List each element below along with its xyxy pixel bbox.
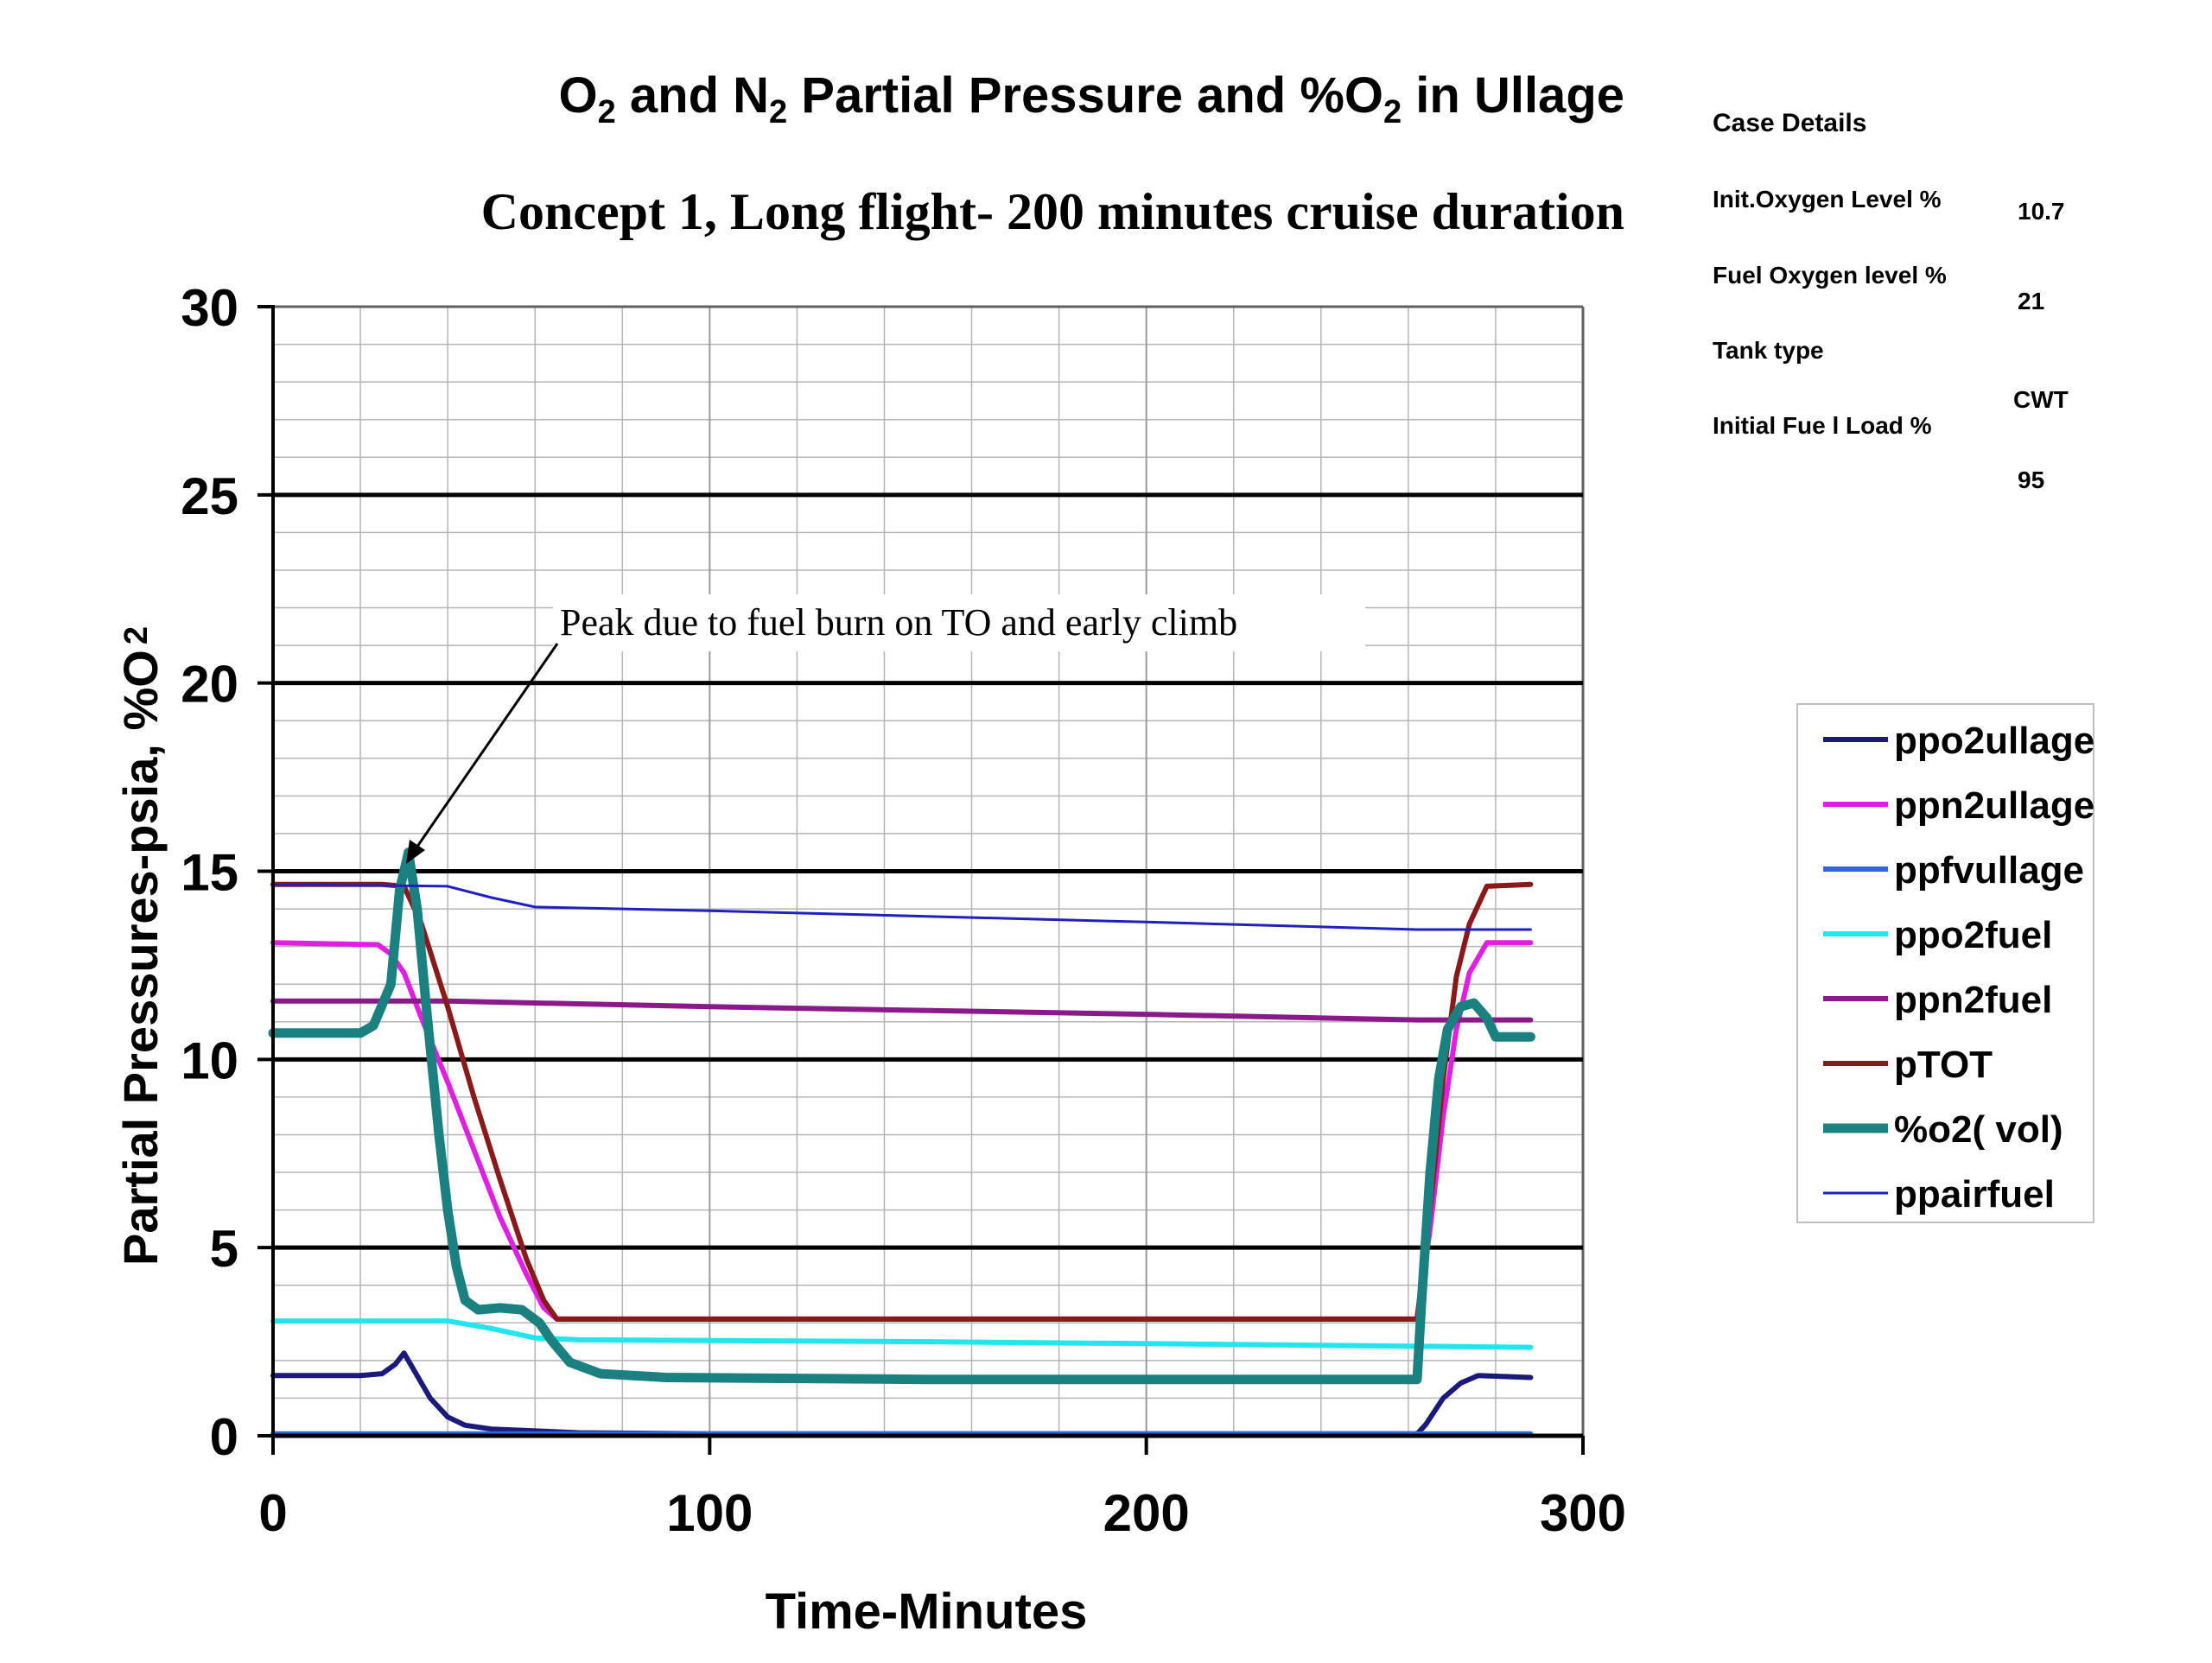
series-line--o2-vol- [268, 847, 1535, 1385]
x-axis-label: Time-Minutes [766, 1584, 1088, 1640]
title-part: O [559, 67, 598, 124]
series-line-ppo2fuel [270, 1318, 1534, 1350]
legend-label: ppo2fuel [1894, 914, 2052, 956]
x-tick-label: 0 [258, 1484, 287, 1542]
case-detail-value: 10.7 [2018, 198, 2065, 225]
annotation-text: Peak due to fuel burn on TO and early cl… [560, 601, 1237, 644]
legend-label: ppn2ullage [1894, 784, 2094, 827]
annotation-arrowhead [406, 840, 425, 864]
legend-box [1796, 703, 2094, 1223]
series-line-ppn2fuel [270, 998, 1534, 1023]
y-tick-label: 0 [210, 1408, 238, 1466]
series-line-ppo2ullage [270, 1350, 1534, 1437]
case-detail-value: CWT [2013, 386, 2069, 413]
legend-label: ppo2ullage [1894, 720, 2094, 762]
case-details: Case Details Init.Oxygen Level % 10.7 Fu… [1713, 109, 2069, 493]
chart-title: O2 and N2 Partial Pressure and %O2 in Ul… [559, 67, 1624, 130]
legend: ppo2ullage ppn2ullage ppfvullage ppo2fuel pp… [1823, 720, 2094, 1216]
case-details-header: Case Details [1713, 109, 1866, 137]
y-tick-label: 10 [181, 1031, 238, 1089]
y-tick-label: 20 [181, 656, 238, 714]
legend-label: %o2( vol) [1894, 1108, 2063, 1151]
y-tick-label: 25 [181, 467, 238, 525]
y-tick-label: 15 [181, 844, 238, 902]
series-line-ppairfuel [271, 883, 1532, 931]
case-detail-label: Tank type [1713, 337, 1824, 364]
legend-label: ppn2fuel [1894, 979, 2052, 1021]
chart-subtitle: Concept 1, Long flight- 200 minutes crui… [481, 183, 1624, 240]
case-detail-label: Fuel Oxygen level % [1713, 262, 1947, 289]
y-axis-label: Partial Pressures-psia, %O 2 [113, 626, 168, 1266]
annotation-background [553, 594, 1365, 651]
title-part: in Ullage [1402, 67, 1624, 124]
x-tick-label: 300 [1540, 1484, 1626, 1542]
x-tick-label: 200 [1103, 1484, 1190, 1542]
annotation-arrow-line [411, 643, 559, 854]
y-tick-label: 30 [181, 279, 238, 337]
case-detail-value: 21 [2018, 288, 2044, 314]
series-line-ptot [270, 881, 1534, 1322]
title-subscript: 2 [1383, 94, 1402, 130]
legend-label: ppairfuel [1894, 1173, 2055, 1216]
case-detail-label: Init.Oxygen Level % [1713, 186, 1942, 213]
legend-label: pTOT [1894, 1044, 1993, 1086]
legend-label: ppfvullage [1894, 849, 2084, 892]
title-part: and N [616, 67, 769, 124]
case-detail-label: Initial Fue l Load % [1713, 412, 1932, 439]
y-axis-label-main: Partial Pressures-psia, %O [113, 650, 168, 1266]
x-tick-label: 100 [666, 1484, 753, 1542]
y-axis-label-sub: 2 [118, 626, 155, 644]
case-detail-value: 95 [2018, 467, 2044, 493]
title-subscript: 2 [598, 94, 616, 130]
y-tick-label: 5 [210, 1220, 238, 1278]
title-part: Partial Pressure and %O [787, 67, 1383, 124]
title-subscript: 2 [769, 94, 787, 130]
